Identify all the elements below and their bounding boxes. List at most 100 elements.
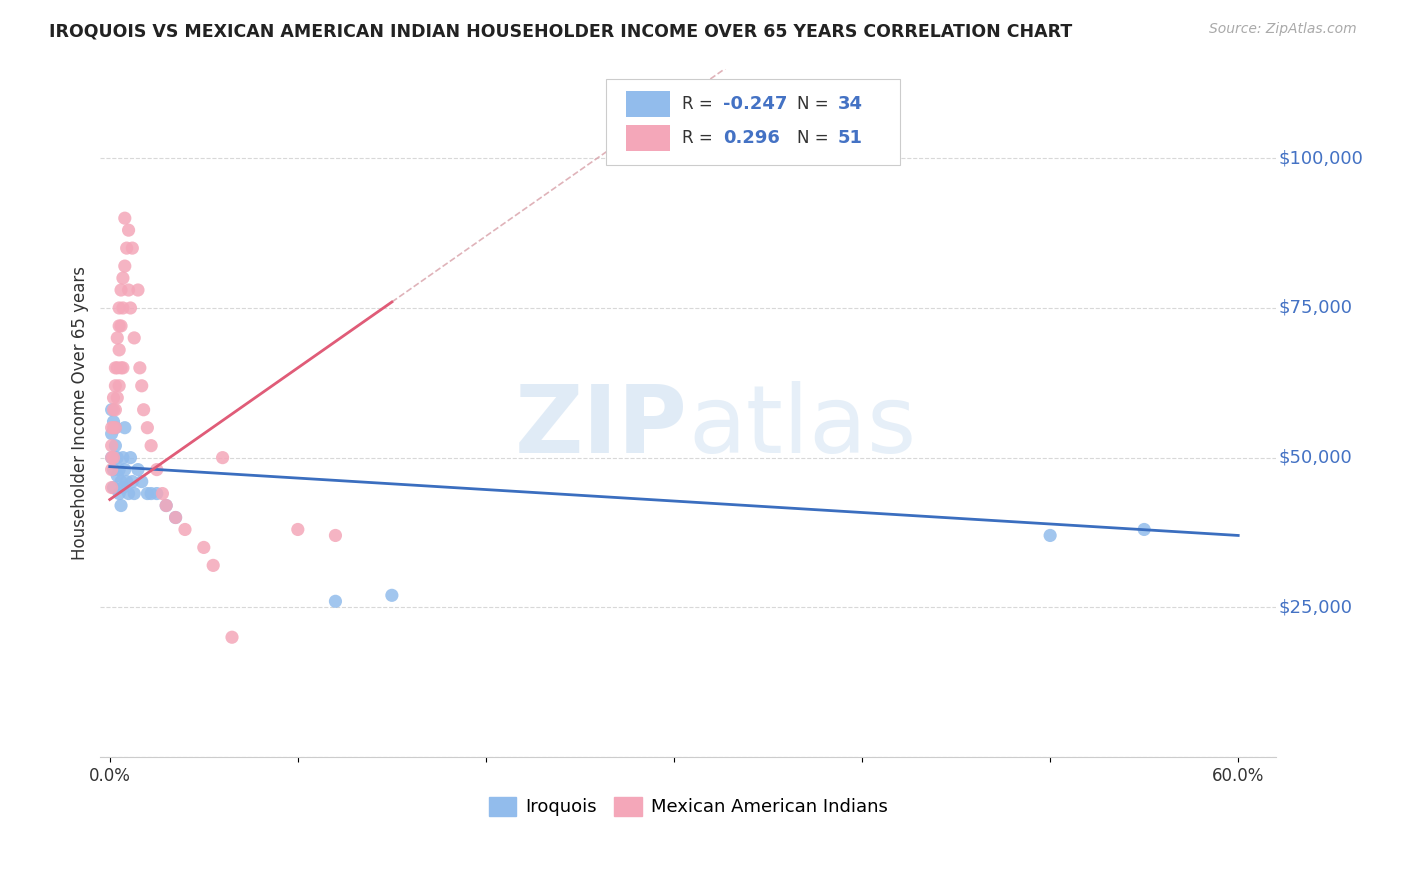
Point	[221, 630, 243, 644]
Point	[127, 283, 149, 297]
Point	[155, 499, 177, 513]
Point	[105, 391, 128, 405]
Point	[105, 468, 128, 483]
Text: $50,000: $50,000	[1278, 449, 1353, 467]
Point	[381, 588, 404, 602]
Point	[104, 420, 127, 434]
Text: 34: 34	[838, 95, 862, 112]
Point	[131, 379, 153, 393]
Point	[114, 420, 136, 434]
Point	[110, 499, 132, 513]
Point	[100, 426, 122, 441]
Bar	[626, 91, 671, 117]
Point	[111, 301, 134, 315]
Point	[100, 462, 122, 476]
Text: IROQUOIS VS MEXICAN AMERICAN INDIAN HOUSEHOLDER INCOME OVER 65 YEARS CORRELATION: IROQUOIS VS MEXICAN AMERICAN INDIAN HOUS…	[49, 22, 1073, 40]
Text: atlas: atlas	[688, 381, 917, 473]
Point	[108, 318, 131, 333]
Text: $75,000: $75,000	[1278, 299, 1353, 317]
Point	[108, 379, 131, 393]
Point	[117, 223, 139, 237]
Point	[1039, 528, 1062, 542]
Point	[104, 402, 127, 417]
Point	[139, 486, 162, 500]
Text: R =: R =	[682, 95, 718, 112]
Point	[108, 486, 131, 500]
Point	[111, 450, 134, 465]
Point	[325, 528, 347, 542]
Point	[136, 420, 159, 434]
Point	[127, 462, 149, 476]
Point	[103, 481, 125, 495]
Point	[111, 360, 134, 375]
Point	[100, 420, 122, 434]
Point	[146, 462, 169, 476]
Point	[110, 283, 132, 297]
Point	[100, 402, 122, 417]
Point	[100, 450, 122, 465]
Point	[165, 510, 187, 524]
Point	[110, 360, 132, 375]
Point	[103, 391, 125, 405]
Text: $100,000: $100,000	[1278, 149, 1362, 168]
Point	[103, 402, 125, 417]
Bar	[626, 125, 671, 151]
Point	[100, 450, 122, 465]
Text: Source: ZipAtlas.com: Source: ZipAtlas.com	[1209, 22, 1357, 37]
Point	[103, 450, 125, 465]
Point	[146, 486, 169, 500]
Point	[122, 331, 145, 345]
Point	[193, 541, 215, 555]
Point	[131, 475, 153, 489]
Text: N =: N =	[797, 129, 834, 147]
Point	[121, 241, 143, 255]
Text: $25,000: $25,000	[1278, 599, 1353, 616]
Point	[136, 486, 159, 500]
Text: ZIP: ZIP	[515, 381, 688, 473]
Point	[115, 475, 138, 489]
Point	[100, 439, 122, 453]
Point	[108, 343, 131, 357]
Point	[103, 415, 125, 429]
Point	[108, 462, 131, 476]
Text: 0.296: 0.296	[723, 129, 780, 147]
Point	[152, 486, 174, 500]
Point	[104, 420, 127, 434]
Point	[132, 402, 155, 417]
Legend: Iroquois, Mexican American Indians: Iroquois, Mexican American Indians	[481, 789, 894, 823]
Point	[110, 475, 132, 489]
Point	[1133, 523, 1156, 537]
Point	[202, 558, 225, 573]
Point	[122, 486, 145, 500]
Text: -0.247: -0.247	[723, 95, 787, 112]
Point	[105, 450, 128, 465]
Point	[110, 318, 132, 333]
Point	[117, 283, 139, 297]
Point	[105, 331, 128, 345]
Point	[139, 439, 162, 453]
Point	[111, 271, 134, 285]
Point	[103, 420, 125, 434]
Point	[104, 360, 127, 375]
Text: R =: R =	[682, 129, 724, 147]
Point	[120, 450, 142, 465]
Point	[114, 462, 136, 476]
Point	[104, 379, 127, 393]
Point	[108, 301, 131, 315]
Point	[117, 486, 139, 500]
Point	[325, 594, 347, 608]
Point	[100, 481, 122, 495]
Point	[128, 360, 150, 375]
Text: N =: N =	[797, 95, 834, 112]
Point	[103, 462, 125, 476]
Point	[121, 475, 143, 489]
Text: 51: 51	[838, 129, 862, 147]
Point	[120, 301, 142, 315]
Point	[111, 481, 134, 495]
FancyBboxPatch shape	[606, 78, 900, 165]
Point	[165, 510, 187, 524]
Point	[104, 439, 127, 453]
Point	[174, 523, 197, 537]
Point	[114, 211, 136, 226]
Point	[211, 450, 233, 465]
